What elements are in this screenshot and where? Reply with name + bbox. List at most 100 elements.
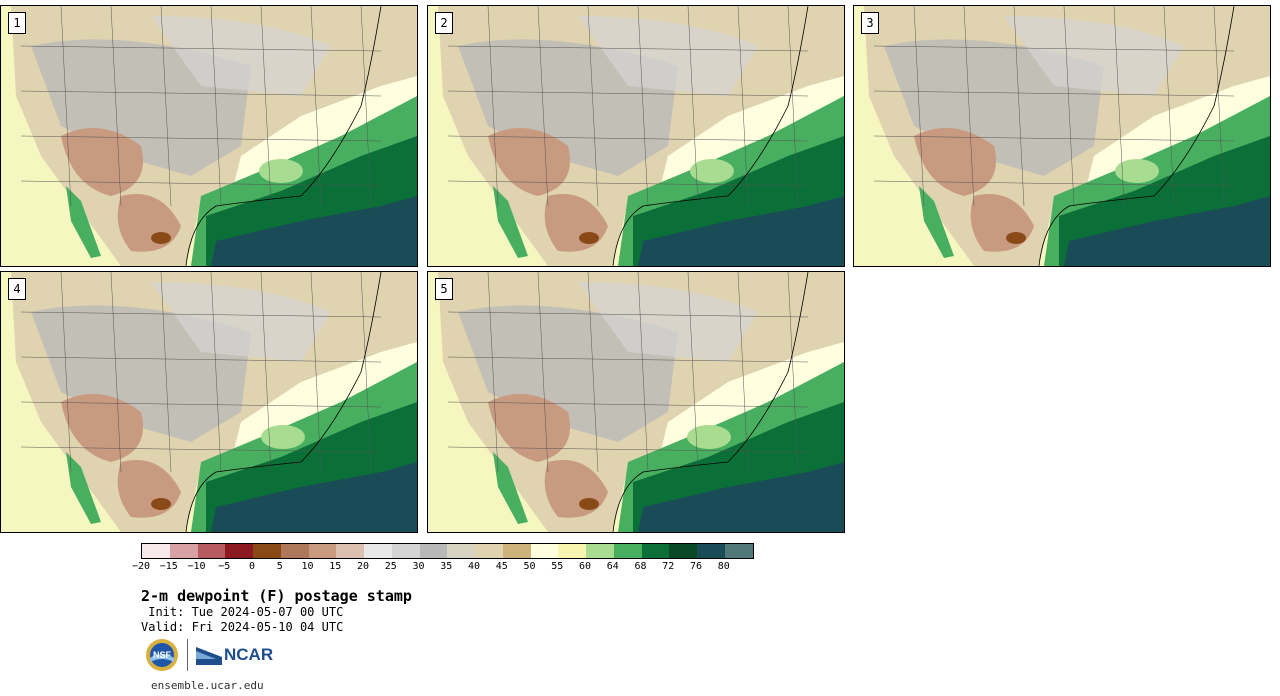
state-border [687,6,699,207]
coastline [185,272,382,532]
nsf-logo-text: NSF [153,650,172,660]
state-border [20,135,382,142]
state-border [260,272,272,473]
plains-region [151,282,331,362]
state-border [210,6,222,207]
plains-region [151,16,331,96]
colorbar-tick-label: 25 [384,561,397,572]
colorbar-swatch [641,544,670,558]
colorbar-swatch [447,544,475,558]
gulf-region [1064,196,1270,266]
state-border [447,401,809,408]
ncar-logo: NCAR [196,645,273,665]
panel-number-4: 4 [8,278,26,300]
moist-pocket [1115,159,1159,183]
baja-coast [66,186,101,258]
colorbar-tick-label: 35 [440,561,453,572]
colorbar-swatch [308,544,337,558]
dry-core [151,232,171,244]
plains-region [1004,16,1184,96]
colorbar-tick-label: 60 [578,561,592,572]
panel-number-3: 3 [861,12,879,34]
colorbar-swatch [391,544,420,558]
colorbar-swatches [141,543,754,559]
dewpoint-map-3 [854,6,1270,266]
dry-core [1006,232,1026,244]
dry-core [579,498,599,510]
state-border [737,6,749,207]
colorbar-tick-label: 15 [329,561,342,572]
state-border [737,272,749,473]
init-time: Init: Tue 2024-05-07 00 UTC [141,605,344,619]
state-border [360,272,372,473]
colorbar-swatch [169,544,198,558]
southwest-dry [61,128,143,196]
colorbar-swatch [364,544,392,558]
colorbar-tick-label: 68 [634,561,647,572]
state-border [20,180,382,187]
colorbar-tick-label: 30 [412,561,425,572]
logo-separator [187,639,188,671]
state-border [487,6,499,207]
state-border [210,272,222,473]
state-border [1113,6,1125,207]
dry-core [579,232,599,244]
ncar-logo-text: NCAR [224,645,274,664]
state-border [110,6,122,207]
state-border [1063,6,1075,207]
colorbar-tick-label: −20 [131,561,151,572]
map-panel-5: 5 [427,271,845,533]
state-border [447,180,809,187]
colorbar-tick-label: 50 [523,561,536,572]
gulf-region [211,196,417,266]
colorbar-swatch [586,544,614,558]
state-border [873,45,1235,52]
colorbar-swatch [697,544,725,558]
state-border [310,272,322,473]
colorbar-tick-label: 10 [301,561,314,572]
colorbar-ticks: −20 −15 −10 −5 0 5 10 15 20 25 30 35 40 45 50 55 60 64 68 7… [132,559,754,575]
colorbar-tick-label: −15 [159,561,178,572]
baja-coast [66,452,101,524]
coastline [185,6,382,266]
ncar-mark-icon [196,647,222,665]
site-url: ensemble.ucar.edu [151,679,264,692]
nsf-logo: NSF [146,639,178,671]
colorbar-tick-label: 80 [717,561,730,572]
southwest-dry [488,394,570,462]
gulf-region [211,462,417,532]
colorbar-swatch [225,544,253,558]
state-border [1213,6,1225,207]
state-border [260,6,272,207]
state-border [587,272,599,473]
map-panel-2: 2 [427,5,845,267]
colorbar-tick-label: 40 [467,561,481,572]
moist-pocket [690,159,734,183]
state-border [963,6,975,207]
dewpoint-map-2 [428,6,844,266]
gulf-region [638,196,844,266]
state-border [873,135,1235,142]
state-border [20,311,382,318]
state-border [310,6,322,207]
plot-title: 2-m dewpoint (F) postage stamp [141,587,412,605]
southwest-dry [914,128,996,196]
state-border [487,272,499,473]
panel-number-2: 2 [435,12,453,34]
state-border [913,6,925,207]
colorbar-swatch [336,544,364,558]
map-panel-3: 3 [853,5,1271,267]
colorbar-tick-label: 64 [606,561,619,572]
valid-time: Valid: Fri 2024-05-10 04 UTC [141,620,344,634]
state-border [447,45,809,52]
colorbar-tick-label: 20 [356,561,370,572]
dewpoint-map-1 [1,6,417,266]
colorbar-tick-label: 76 [689,561,703,572]
state-border [637,272,649,473]
colorbar-swatch [558,544,586,558]
colorbar-tick-label: 72 [662,561,675,572]
state-border [160,272,172,473]
state-border [787,6,799,207]
coastline [612,272,809,532]
moist-pocket [261,425,305,449]
